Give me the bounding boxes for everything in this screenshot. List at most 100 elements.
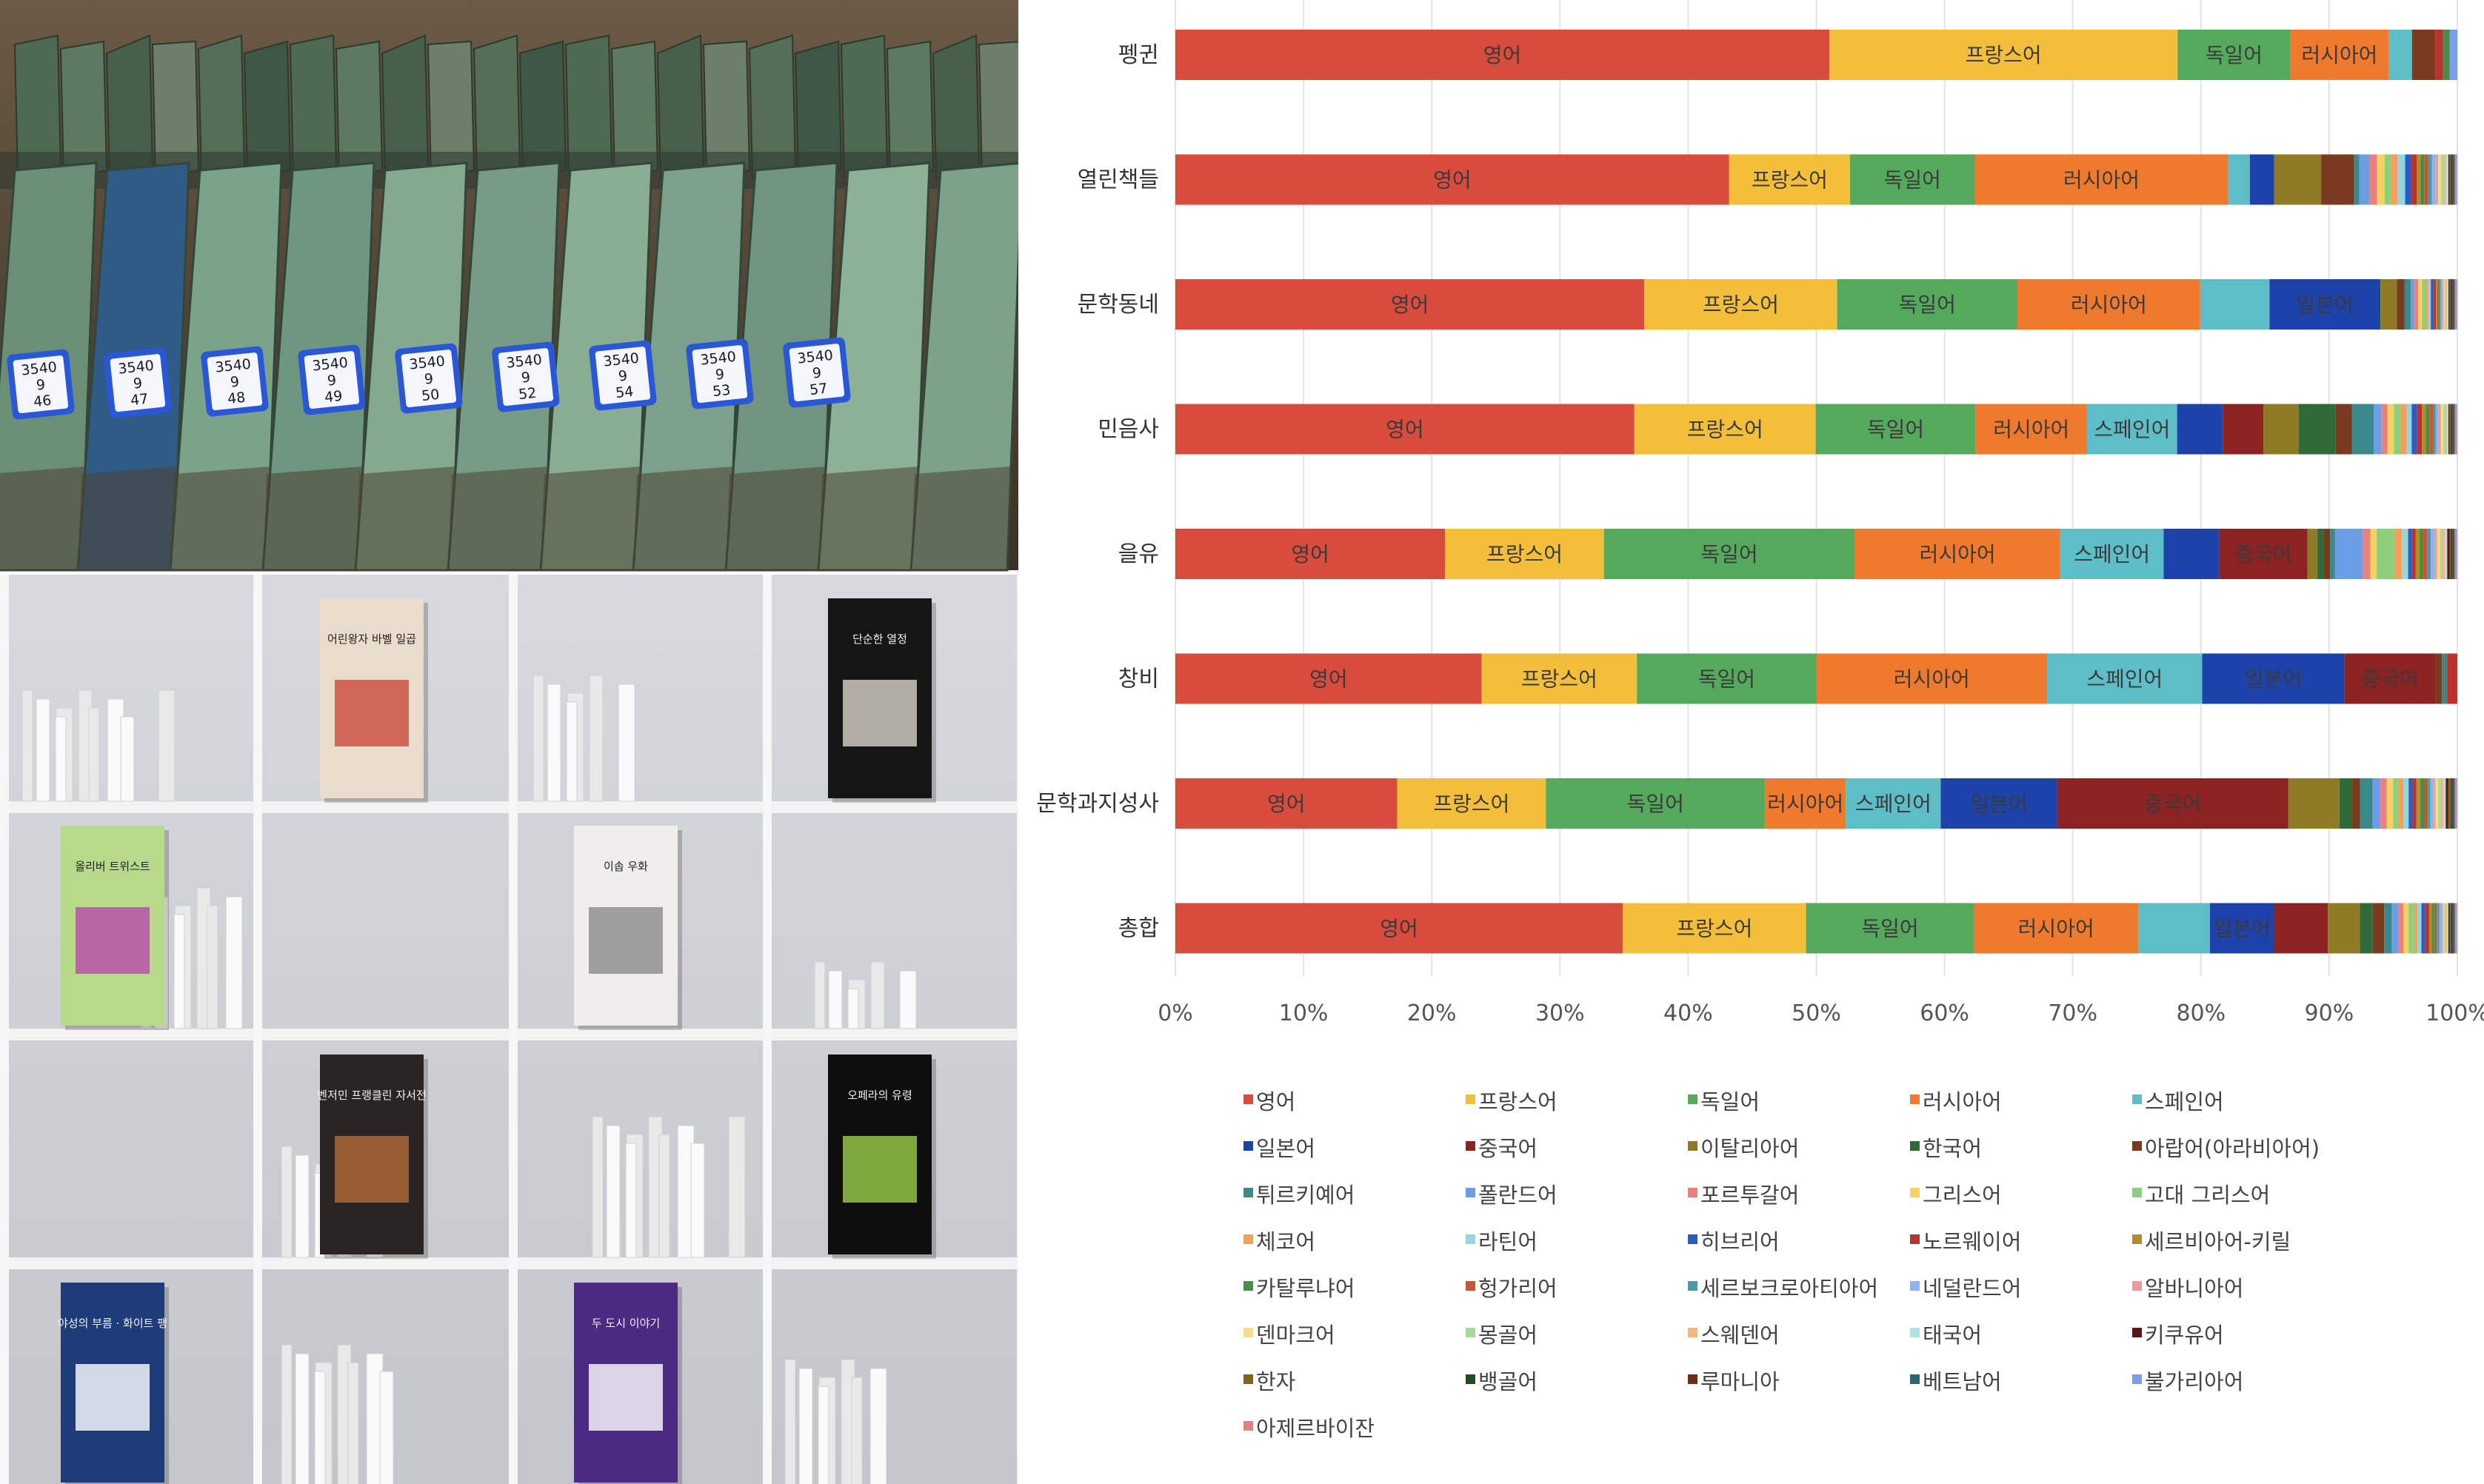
legend-item: 고대 그리스어	[2132, 1183, 2270, 1208]
bar-segment	[2377, 529, 2394, 579]
label-text: 9	[133, 375, 143, 392]
bar-segment	[2377, 154, 2385, 205]
bar-segment	[2423, 529, 2428, 579]
bar-segment	[2445, 903, 2448, 954]
legend-label: 뱅골어	[1478, 1369, 1538, 1394]
legend-item: 키쿠유어	[2132, 1323, 2224, 1348]
bar-segment	[1175, 778, 1398, 829]
white-book	[625, 1143, 637, 1258]
legend-swatch	[1243, 1281, 1253, 1291]
legend-label: 스페인어	[2145, 1089, 2224, 1114]
bar-segment	[1175, 653, 1482, 704]
label-paper	[401, 350, 457, 407]
bar-segment	[2448, 404, 2450, 455]
white-book	[658, 1134, 670, 1258]
legend-item: 러시아어	[1910, 1089, 2002, 1114]
bar-segment	[2448, 903, 2450, 954]
white-book	[784, 1359, 796, 1484]
segment-label: 스페인어	[2086, 667, 2163, 692]
photo-collage-graphics: 3540946354094735409483540949354095035409…	[0, 0, 1018, 1484]
bar-segment	[2454, 903, 2457, 954]
bar-segment	[2323, 529, 2331, 579]
x-tick-label: 70%	[2048, 1000, 2097, 1026]
segment-label: 러시아어	[2301, 43, 2377, 67]
bar-segment	[2411, 279, 2415, 330]
white-book	[158, 689, 176, 802]
label-paper	[595, 347, 651, 404]
category-label: 열린책들	[1078, 167, 1159, 193]
segment-label: 독일어	[1698, 667, 1755, 692]
segment-label: 독일어	[1867, 418, 1924, 442]
legend-swatch	[1688, 1281, 1697, 1291]
legend-swatch	[1688, 1188, 1697, 1197]
legend-label: 튀르키예어	[1256, 1183, 1355, 1208]
bar-segment	[2435, 653, 2443, 704]
bar-segment	[2423, 778, 2428, 829]
white-book	[295, 1154, 310, 1258]
cover-art	[335, 680, 409, 746]
legend-item: 히브리어	[1688, 1229, 1780, 1254]
cover-art	[589, 1364, 663, 1431]
spine-bottom-wear	[726, 467, 826, 570]
bar-segment	[1975, 404, 2088, 455]
book-cover: 두 도시 이야기	[574, 1283, 682, 1484]
white-book	[347, 1362, 359, 1484]
legend-swatch	[1466, 1374, 1475, 1384]
bar-segment	[2398, 903, 2404, 954]
bar-segment	[2448, 778, 2451, 829]
bar-segment	[2444, 279, 2446, 330]
white-book	[606, 1125, 621, 1258]
segment-label: 프랑스어	[1687, 418, 1763, 442]
bar-segment	[2369, 154, 2377, 205]
label-text: 46	[33, 392, 52, 410]
bar-segment	[2452, 529, 2454, 579]
cover-title: 오페라의 유령	[847, 1089, 912, 1102]
label-text: 3540	[409, 353, 446, 373]
legend-swatch	[1910, 1188, 1920, 1197]
bar-segment	[2451, 903, 2453, 954]
legend-item: 아랍어(아라비아어)	[2132, 1136, 2320, 1161]
bar-segment	[2440, 529, 2443, 579]
bar-segment	[2452, 404, 2454, 455]
legend-item: 일본어	[1243, 1136, 1315, 1161]
bar-segment	[2403, 778, 2409, 829]
segment-label: 일본어	[1971, 792, 2028, 816]
legend-item: 중국어	[1466, 1136, 1538, 1161]
bar-segment	[2453, 903, 2455, 954]
bar-segment	[2416, 154, 2421, 205]
spine-bottom-wear	[263, 467, 363, 570]
cover-title: 단순한 열정	[852, 632, 907, 646]
bar-segment	[2328, 903, 2360, 954]
legend-swatch	[1910, 1141, 1920, 1151]
label-text: 49	[324, 388, 343, 406]
bar-segment	[2449, 279, 2451, 330]
bar-segment	[2405, 154, 2412, 205]
legend-label: 몽골어	[1478, 1323, 1538, 1348]
white-book	[120, 716, 135, 802]
bar-segment	[2380, 279, 2397, 330]
label-text: 52	[518, 385, 537, 403]
legend-label: 독일어	[1700, 1089, 1760, 1114]
legend-label: 세르비아어-키릴	[2145, 1229, 2291, 1254]
segment-label: 스페인어	[2094, 418, 2170, 442]
legend-swatch	[1243, 1328, 1253, 1337]
legend-swatch	[1243, 1374, 1253, 1384]
bar-segment	[1175, 154, 1729, 205]
segment-label: 프랑스어	[1521, 667, 1597, 692]
bar-segment	[2416, 778, 2420, 829]
segment-label: 스페인어	[1855, 792, 1932, 816]
bar-segment	[2263, 404, 2299, 455]
bar-segment	[2414, 279, 2419, 330]
legend-label: 세르보크로아티아어	[1700, 1276, 1878, 1301]
shelf-divider	[0, 575, 9, 1484]
spine-bottom-wear	[448, 467, 548, 570]
chart-canvas: 0% 10% 20% 30% 40% 50% 60% 70% 80% 90% 100%펭귄 영어 프랑스…	[1036, 0, 2484, 1441]
bar-segment	[2433, 778, 2436, 829]
legend-label: 히브리어	[1700, 1229, 1780, 1254]
legend-swatch	[1466, 1141, 1475, 1151]
bar-segment	[2420, 778, 2424, 829]
